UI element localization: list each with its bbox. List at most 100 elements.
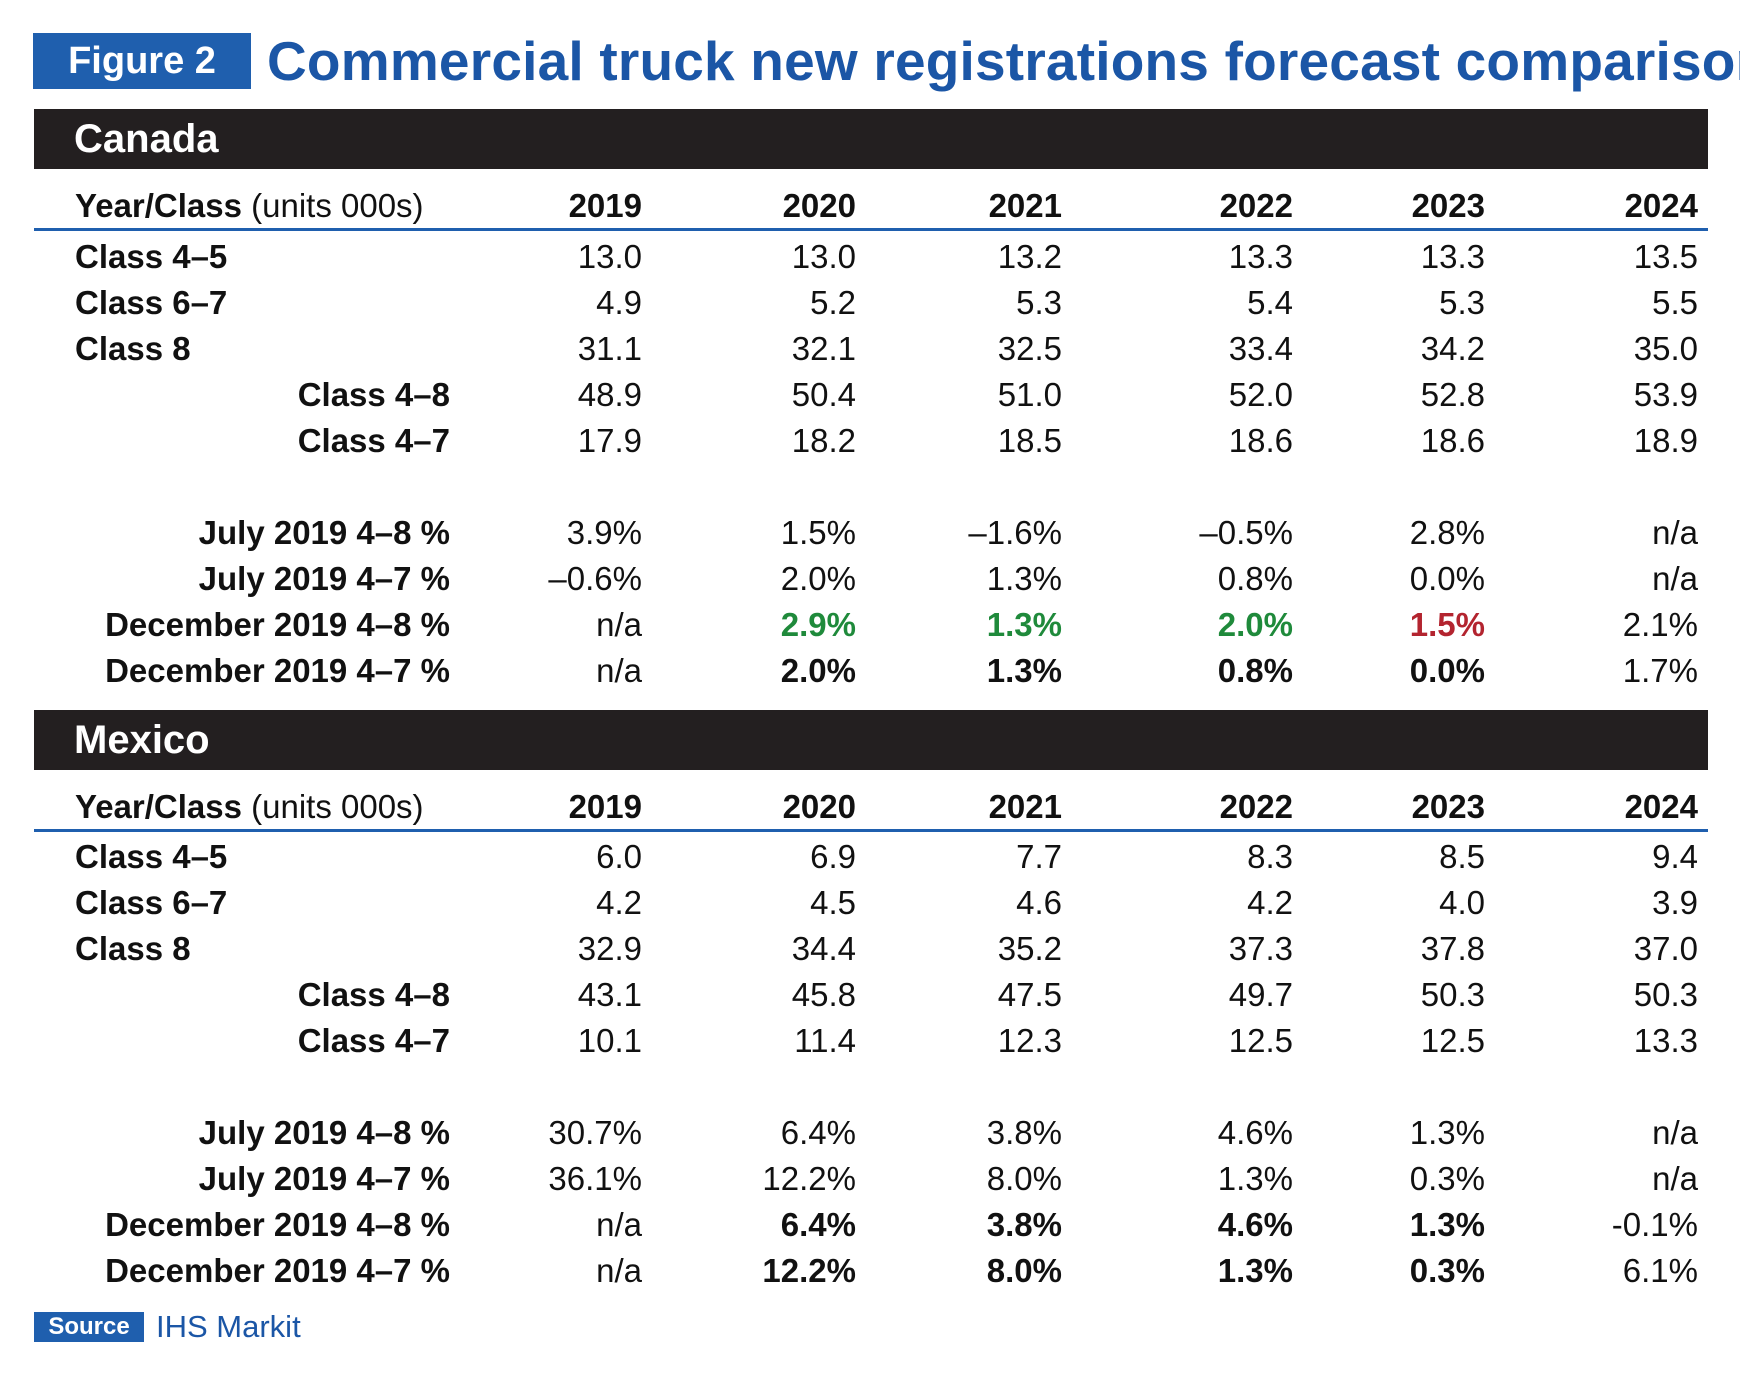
canada-section-header: Canada <box>34 109 1708 169</box>
table-row: July 2019 4–7 % –0.6% 2.0% 1.3% 0.8% 0.0… <box>0 556 1740 602</box>
table-cell: 1.3% <box>1217 1252 1293 1289</box>
row-label: July 2019 4–8 % <box>198 1114 450 1151</box>
table-cell: 13.3 <box>1420 238 1485 275</box>
table-cell: 37.8 <box>1420 930 1485 967</box>
table-cell: 32.1 <box>791 330 856 367</box>
row-label: December 2019 4–7 % <box>105 1252 450 1289</box>
figure-title: Commercial truck new registrations forec… <box>267 30 1740 92</box>
figure-header: Figure 2 Commercial truck new registrati… <box>33 30 1740 93</box>
year-header: 2021 <box>988 187 1062 224</box>
table-cell: 0.8% <box>1217 652 1293 689</box>
row-label: Class 6–7 <box>75 284 228 321</box>
table-cell: 5.4 <box>1247 284 1293 321</box>
row-label: December 2019 4–7 % <box>105 652 450 689</box>
table-cell: 1.3% <box>1409 1206 1485 1243</box>
table-cell-decrease: 1.5% <box>1409 606 1485 643</box>
row-label: July 2019 4–8 % <box>198 514 450 551</box>
table-cell: 31.1 <box>577 330 642 367</box>
table-cell: 35.2 <box>997 930 1062 967</box>
table-cell: 49.7 <box>1228 976 1293 1013</box>
table-cell: 52.8 <box>1420 376 1485 413</box>
table-cell: 6.4% <box>780 1114 856 1151</box>
header-unit-text: (units 000s) <box>241 788 424 825</box>
table-cell: 4.0 <box>1439 884 1485 921</box>
table-cell: 3.9% <box>566 514 642 551</box>
table-cell: n/a <box>1652 514 1698 551</box>
canada-header-label: Year/Class (units 000s) <box>75 183 424 229</box>
table-cell: 4.6% <box>1217 1206 1293 1243</box>
table-cell: 0.0% <box>1409 560 1485 597</box>
row-label: December 2019 4–8 % <box>105 1206 450 1243</box>
table-cell: 13.3 <box>1228 238 1293 275</box>
table-cell: 4.6% <box>1217 1114 1293 1151</box>
table-cell: 1.3% <box>986 652 1062 689</box>
table-cell: 12.3 <box>997 1022 1062 1059</box>
table-cell: 32.5 <box>997 330 1062 367</box>
table-row: July 2019 4–8 % 30.7% 6.4% 3.8% 4.6% 1.3… <box>0 1110 1740 1156</box>
table-cell-increase: 1.3% <box>986 606 1062 643</box>
mexico-section-header: Mexico <box>34 710 1708 770</box>
table-cell: 18.6 <box>1420 422 1485 459</box>
table-cell: 37.3 <box>1228 930 1293 967</box>
table-cell: 50.3 <box>1633 976 1698 1013</box>
table-cell: 12.5 <box>1420 1022 1485 1059</box>
table-cell: 47.5 <box>997 976 1062 1013</box>
table-cell: –0.5% <box>1199 514 1293 551</box>
table-cell: 18.6 <box>1228 422 1293 459</box>
row-label: Class 4–5 <box>75 238 228 275</box>
table-cell: 4.2 <box>596 884 642 921</box>
row-label: Class 6–7 <box>75 884 228 921</box>
table-cell: 5.2 <box>810 284 856 321</box>
year-header: 2021 <box>988 788 1062 825</box>
row-label: Class 8 <box>75 930 191 967</box>
table-cell: 2.0% <box>780 560 856 597</box>
table-cell: 6.1% <box>1622 1252 1698 1289</box>
year-header: 2024 <box>1624 187 1698 224</box>
table-cell: n/a <box>596 1206 642 1243</box>
year-header: 2022 <box>1219 788 1293 825</box>
table-cell: 18.9 <box>1633 422 1698 459</box>
table-cell: -0.1% <box>1611 1206 1698 1243</box>
table-cell: 13.0 <box>791 238 856 275</box>
year-header: 2022 <box>1219 187 1293 224</box>
table-cell: 53.9 <box>1633 376 1698 413</box>
table-cell: 3.8% <box>986 1114 1062 1151</box>
table-cell: n/a <box>596 652 642 689</box>
table-cell: 8.5 <box>1439 838 1485 875</box>
source-text: IHS Markit <box>156 1309 301 1344</box>
table-cell: 34.4 <box>791 930 856 967</box>
row-label: Class 4–5 <box>75 838 228 875</box>
table-cell: 50.4 <box>791 376 856 413</box>
table-cell: 12.2% <box>762 1252 856 1289</box>
table-cell: 48.9 <box>577 376 642 413</box>
table-cell: 51.0 <box>997 376 1062 413</box>
table-cell: 5.3 <box>1016 284 1062 321</box>
table-cell: –1.6% <box>968 514 1062 551</box>
table-cell-increase: 2.0% <box>1217 606 1293 643</box>
table-row: July 2019 4–8 % 3.9% 1.5% –1.6% –0.5% 2.… <box>0 510 1740 556</box>
year-header: 2020 <box>782 187 856 224</box>
table-cell: n/a <box>1652 1160 1698 1197</box>
table-cell: 8.0% <box>986 1252 1062 1289</box>
source-badge: Source <box>34 1312 144 1342</box>
table-cell: 0.8% <box>1217 560 1293 597</box>
table-cell: 0.3% <box>1409 1252 1485 1289</box>
table-cell: 30.7% <box>548 1114 642 1151</box>
figure-badge: Figure 2 <box>33 33 251 89</box>
table-cell: 6.0 <box>596 838 642 875</box>
table-cell: 1.3% <box>1409 1114 1485 1151</box>
table-row: Class 6–7 4.2 4.5 4.6 4.2 4.0 3.9 <box>0 880 1740 926</box>
table-cell: 11.4 <box>794 1022 856 1059</box>
table-cell: 4.6 <box>1016 884 1062 921</box>
table-cell: 35.0 <box>1633 330 1698 367</box>
table-cell: 33.4 <box>1228 330 1293 367</box>
row-label: Class 4–8 <box>297 376 450 413</box>
table-cell: 4.9 <box>596 284 642 321</box>
table-cell: 13.0 <box>577 238 642 275</box>
row-label: July 2019 4–7 % <box>198 560 450 597</box>
table-cell: 43.1 <box>577 976 642 1013</box>
year-header: 2020 <box>782 788 856 825</box>
table-row: Class 6–7 4.9 5.2 5.3 5.4 5.3 5.5 <box>0 280 1740 326</box>
year-header: 2019 <box>568 788 642 825</box>
table-cell: 9.4 <box>1652 838 1698 875</box>
